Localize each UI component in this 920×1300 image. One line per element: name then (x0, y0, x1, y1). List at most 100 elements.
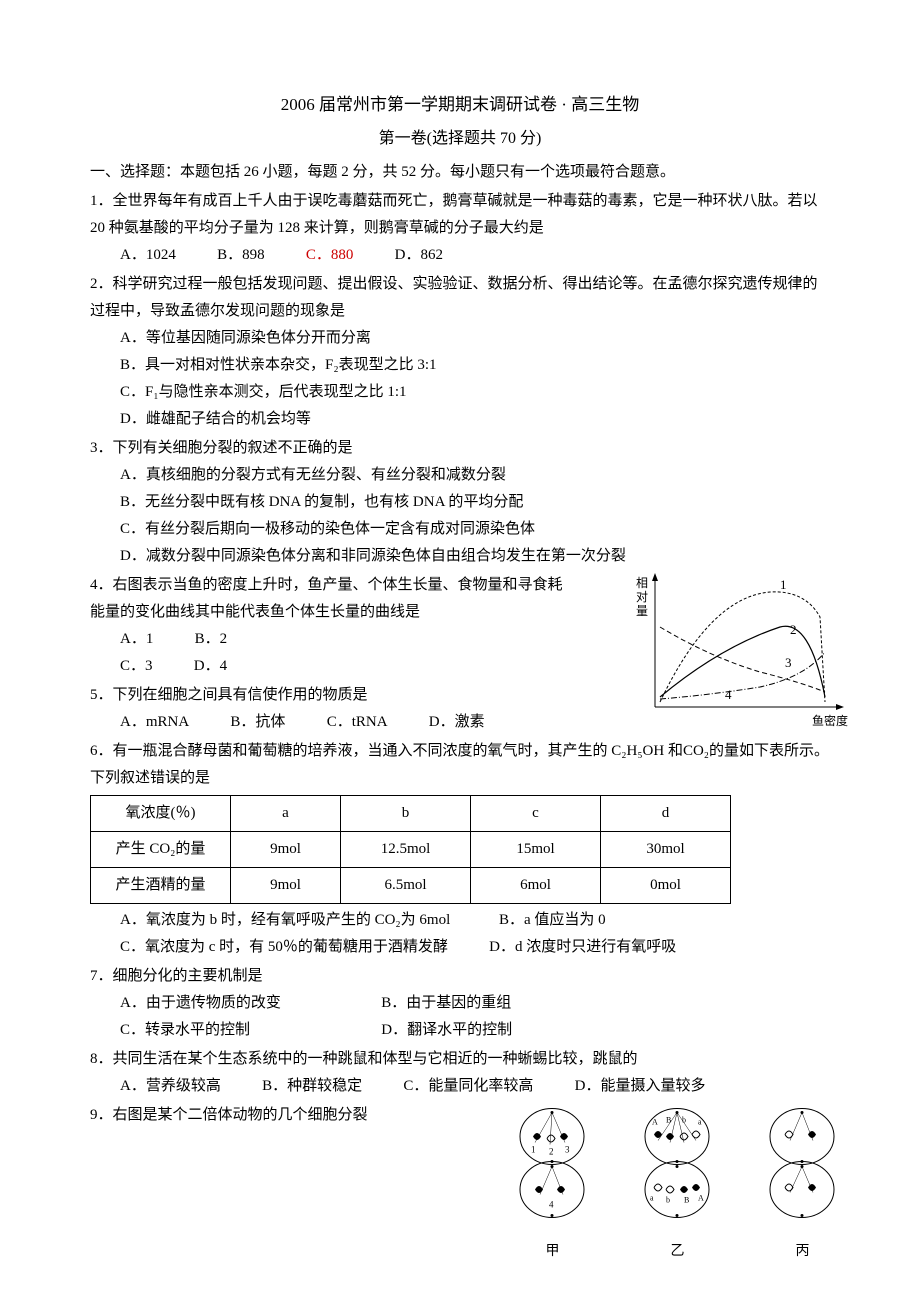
q6-header-cell: d (601, 796, 731, 832)
q2-opt-a: A．等位基因随同源染色体分开而分离 (120, 325, 830, 352)
q1-opt-a: A．1024 (120, 242, 176, 269)
q4-text: 4．右图表示当鱼的密度上升时，鱼产量、个体生长量、食物量和寻食耗能量的变化曲线其… (90, 572, 570, 626)
cell-diagram-1: 1 2 3 4 (505, 1097, 600, 1227)
section-header: 一、选择题：本题包括 26 小题，每题 2 分，共 52 分。每小题只有一个选项… (90, 159, 830, 186)
cell-label-3: 丙 (755, 1239, 850, 1264)
q9-text: 9．右图是某个二倍体动物的几个细胞分裂 (90, 1102, 450, 1129)
cell-label-2: 乙 (630, 1239, 725, 1264)
q9-diagrams: 1 2 3 4 甲 (505, 1097, 850, 1264)
q6-header-cell: c (471, 796, 601, 832)
q8-opt-c: C．能量同化率较高 (403, 1073, 533, 1100)
q7-opt-c: C．转录水平的控制 (120, 1017, 340, 1044)
q4-opt-d: D．4 (194, 653, 227, 680)
q6-opt-c: C．氧浓度为 c 时，有 50％的葡萄糖用于酒精发酵 (120, 934, 448, 961)
q2-text: 2．科学研究过程一般包括发现问题、提出假设、实验验证、数据分析、得出结论等。在孟… (90, 271, 830, 325)
q3-opt-d: D．减数分裂中同源染色体分离和非同源染色体自由组合均发生在第一次分裂 (120, 543, 830, 570)
q6-cell: 9mol (231, 868, 341, 904)
cell-label-1: 甲 (505, 1239, 600, 1264)
q6-cell: 9mol (231, 832, 341, 868)
q6-header-cell: b (341, 796, 471, 832)
q3-text: 3．下列有关细胞分裂的叙述不正确的是 (90, 435, 830, 462)
q6-cell: 12.5mol (341, 832, 471, 868)
q3-opt-a: A．真核细胞的分裂方式有无丝分裂、有丝分裂和减数分裂 (120, 462, 830, 489)
question-2: 2．科学研究过程一般包括发现问题、提出假设、实验验证、数据分析、得出结论等。在孟… (90, 271, 830, 433)
q7-options: A．由于遗传物质的改变 B．由于基因的重组 C．转录水平的控制 D．翻译水平的控… (90, 990, 830, 1044)
q1-text: 1．全世界每年有成百上千人由于误吃毒蘑菇而死亡，鹅膏草碱就是一种毒菇的毒素，它是… (90, 188, 830, 242)
q3-options: A．真核细胞的分裂方式有无丝分裂、有丝分裂和减数分裂 B．无丝分裂中既有核 DN… (90, 462, 830, 570)
q6-options: A．氧浓度为 b 时，经有氧呼吸产生的 CO₂为 6mol B．a 值应当为 0… (90, 907, 830, 961)
q7-opt-a: A．由于遗传物质的改变 (120, 990, 340, 1017)
q6-cell: 产生 CO₂的量 (91, 832, 231, 868)
q2-options: A．等位基因随同源染色体分开而分离 B．具一对相对性状亲本杂交，F₂表现型之比 … (90, 325, 830, 433)
question-7: 7．细胞分化的主要机制是 A．由于遗传物质的改变 B．由于基因的重组 C．转录水… (90, 963, 830, 1044)
exam-title: 2006 届常州市第一学期期末调研试卷 · 高三生物 (90, 90, 830, 121)
q4-opt-a: A．1 (120, 626, 153, 653)
question-9: 9．右图是某个二倍体动物的几个细胞分裂 12 3 4 (90, 1102, 830, 1129)
q6-cell: 6.5mol (341, 868, 471, 904)
svg-text:量: 量 (636, 604, 648, 618)
svg-text:4: 4 (549, 1200, 554, 1210)
q3-opt-b: B．无丝分裂中既有核 DNA 的复制，也有核 DNA 的平均分配 (120, 489, 830, 516)
q3-opt-c: C．有丝分裂后期向一极移动的染色体一定含有成对同源染色体 (120, 516, 830, 543)
svg-text:3: 3 (785, 655, 792, 670)
q5-opt-c: C．tRNA (327, 709, 388, 736)
svg-text:B: B (666, 1116, 671, 1125)
question-3: 3．下列有关细胞分裂的叙述不正确的是 A．真核细胞的分裂方式有无丝分裂、有丝分裂… (90, 435, 830, 570)
q4-opt-c: C．3 (120, 653, 153, 680)
question-6: 6．有一瓶混合酵母菌和葡萄糖的培养液，当通入不同浓度的氧气时，其产生的 C₂H₅… (90, 738, 830, 961)
q4-xlabel: 鱼密度 (812, 713, 848, 728)
exam-subtitle: 第一卷(选择题共 70 分) (90, 125, 830, 154)
q6-cell: 30mol (601, 832, 731, 868)
q7-opt-b: B．由于基因的重组 (381, 990, 511, 1017)
q1-opt-c: C．880 (306, 242, 354, 269)
svg-text:B: B (684, 1196, 689, 1205)
svg-text:2: 2 (549, 1147, 554, 1157)
q5-opt-d: D．激素 (429, 709, 485, 736)
q6-cell: 15mol (471, 832, 601, 868)
svg-text:对: 对 (636, 590, 648, 604)
q4-opt-b: B．2 (195, 626, 228, 653)
q4-ylabel: 相 (636, 576, 648, 590)
q6-table: 氧浓度(％)abcd 产生 CO₂的量9mol12.5mol15mol30mol 产… (90, 795, 731, 904)
q6-cell: 产生酒精的量 (91, 868, 231, 904)
svg-text:4: 4 (725, 687, 732, 702)
svg-text:a: a (650, 1194, 654, 1203)
svg-text:2: 2 (790, 622, 797, 637)
q2-opt-c: C．F₁与隐性亲本测交，后代表现型之比 1:1 (120, 379, 830, 406)
q6-header-cell: 氧浓度(％) (91, 796, 231, 832)
question-8: 8．共同生活在某个生态系统中的一种跳鼠和体型与它相近的一种蜥蜴比较，跳鼠的 A．… (90, 1046, 830, 1100)
q1-opt-b: B．898 (217, 242, 265, 269)
q6-opt-b: B．a 值应当为 0 (499, 907, 606, 934)
q6-cell: 0mol (601, 868, 731, 904)
q2-opt-d: D．雌雄配子结合的机会均等 (120, 406, 830, 433)
q6-header-cell: a (231, 796, 341, 832)
q1-opt-d: D．862 (395, 242, 443, 269)
cell-diagram-3 (755, 1097, 850, 1227)
q8-text: 8．共同生活在某个生态系统中的一种跳鼠和体型与它相近的一种蜥蜴比较，跳鼠的 (90, 1046, 830, 1073)
svg-text:3: 3 (565, 1145, 570, 1155)
q4-chart: 相 对 量 鱼密度 1 2 3 4 (630, 567, 860, 737)
q8-opt-b: B．种群较稳定 (262, 1073, 362, 1100)
q5-opt-b: B．抗体 (230, 709, 285, 736)
q4-options: A．1 B．2 C．3 D．4 (90, 626, 570, 680)
svg-text:1: 1 (780, 577, 787, 592)
svg-text:b: b (666, 1196, 670, 1205)
q6-cell: 6mol (471, 868, 601, 904)
q7-opt-d: D．翻译水平的控制 (381, 1017, 512, 1044)
q8-opt-d: D．能量摄入量较多 (575, 1073, 706, 1100)
svg-text:1: 1 (531, 1145, 536, 1155)
q6-text: 6．有一瓶混合酵母菌和葡萄糖的培养液，当通入不同浓度的氧气时，其产生的 C₂H₅… (90, 738, 830, 792)
question-1: 1．全世界每年有成百上千人由于误吃毒蘑菇而死亡，鹅膏草碱就是一种毒菇的毒素，它是… (90, 188, 830, 269)
q8-options: A．营养级较高 B．种群较稳定 C．能量同化率较高 D．能量摄入量较多 (90, 1073, 830, 1100)
svg-text:A: A (652, 1118, 658, 1127)
svg-text:a: a (698, 1118, 702, 1127)
q6-opt-d: D．d 浓度时只进行有氧呼吸 (489, 934, 676, 961)
question-4: 4．右图表示当鱼的密度上升时，鱼产量、个体生长量、食物量和寻食耗能量的变化曲线其… (90, 572, 830, 680)
q1-options: A．1024 B．898 C．880 D．862 (90, 242, 830, 269)
svg-text:A: A (698, 1194, 704, 1203)
svg-text:b: b (682, 1116, 686, 1125)
q2-opt-b: B．具一对相对性状亲本杂交，F₂表现型之比 3:1 (120, 352, 830, 379)
q6-opt-a: A．氧浓度为 b 时，经有氧呼吸产生的 CO₂为 6mol (120, 907, 450, 934)
q7-text: 7．细胞分化的主要机制是 (90, 963, 830, 990)
q5-opt-a: A．mRNA (120, 709, 189, 736)
